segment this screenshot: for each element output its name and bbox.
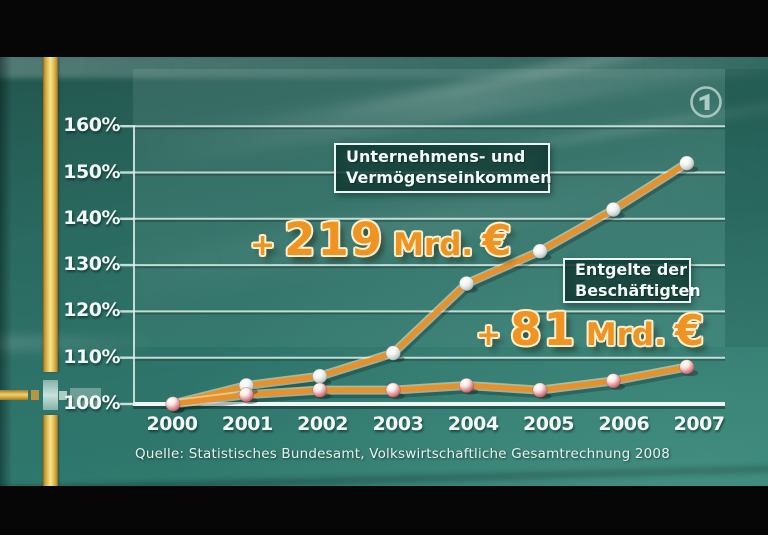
delta-value: 81: [510, 303, 577, 356]
data-point: [385, 345, 401, 361]
y-axis-tick-label: 160%: [63, 114, 120, 137]
x-axis-year-label: 2002: [297, 413, 349, 435]
data-point: [679, 359, 695, 375]
delta-annotation-corporate: + 219 Mrd. €: [250, 213, 511, 266]
y-axis-tick-label: 110%: [63, 345, 120, 368]
euro-sign: €: [674, 306, 705, 355]
series-line-shadow: [172, 165, 692, 412]
y-axis-tick-label: 120%: [63, 299, 120, 322]
label-box-employee-wages: Entgelte der Beschäftigten: [563, 258, 701, 303]
data-point: [165, 396, 181, 412]
data-points: [165, 155, 699, 414]
ard-1-logo-icon: [690, 86, 722, 118]
series-line-corporate-income: [170, 160, 690, 407]
crosshair-marker-box: [70, 388, 101, 407]
x-axis-year-label: 2006: [598, 413, 650, 435]
crosshair-marker-center: [43, 380, 58, 410]
letterbox-bottom: [0, 486, 768, 535]
y-axis-tick-label: 130%: [63, 253, 120, 276]
data-point: [238, 387, 254, 403]
y-axis-tick-label: 100%: [63, 392, 120, 414]
series-line-shadow: [172, 369, 692, 412]
delta-unit: Mrd.: [585, 317, 666, 353]
series-line-employee-wages: [170, 364, 690, 407]
crosshair-marker-dash: [59, 391, 67, 400]
delta-annotation-wages: + 81 Mrd. €: [476, 303, 704, 356]
letterbox-top: [0, 0, 768, 57]
x-axis-year-label: 2001: [221, 413, 273, 435]
euro-sign: €: [482, 216, 512, 265]
y-axis-tick-label: 140%: [63, 206, 120, 229]
delta-plus-sign: +: [476, 318, 502, 353]
y-axis-tick-label: 150%: [63, 160, 120, 183]
data-point: [679, 155, 695, 171]
delta-value: 219: [284, 213, 385, 266]
data-point: [532, 382, 548, 398]
data-point: [459, 377, 475, 393]
data-point: [605, 373, 621, 389]
label-box-corporate-income: Unternehmens- und Vermögenseinkommen: [334, 143, 552, 193]
x-axis-year-label: 2007: [673, 413, 725, 435]
x-axis-year-label: 2005: [523, 413, 574, 435]
x-axis-year-label: 2004: [447, 413, 499, 435]
x-axis-year-label: 2000: [146, 413, 198, 435]
data-point: [532, 243, 548, 259]
data-point: [312, 368, 328, 384]
crosshair-marker-dash: [31, 390, 39, 400]
delta-plus-sign: +: [250, 228, 276, 263]
data-point: [312, 382, 328, 398]
delta-unit: Mrd.: [393, 227, 474, 263]
data-point: [605, 202, 621, 218]
crosshair-marker-bar: [0, 390, 28, 400]
series-lines: [168, 158, 692, 412]
brand-stripe: [43, 57, 58, 372]
data-point: [385, 382, 401, 398]
x-axis-year-label: 2003: [372, 413, 424, 435]
source-caption: Quelle: Statistisches Bundesamt, Volkswi…: [135, 446, 671, 462]
brand-stripe: [43, 415, 58, 486]
data-point: [459, 276, 475, 292]
